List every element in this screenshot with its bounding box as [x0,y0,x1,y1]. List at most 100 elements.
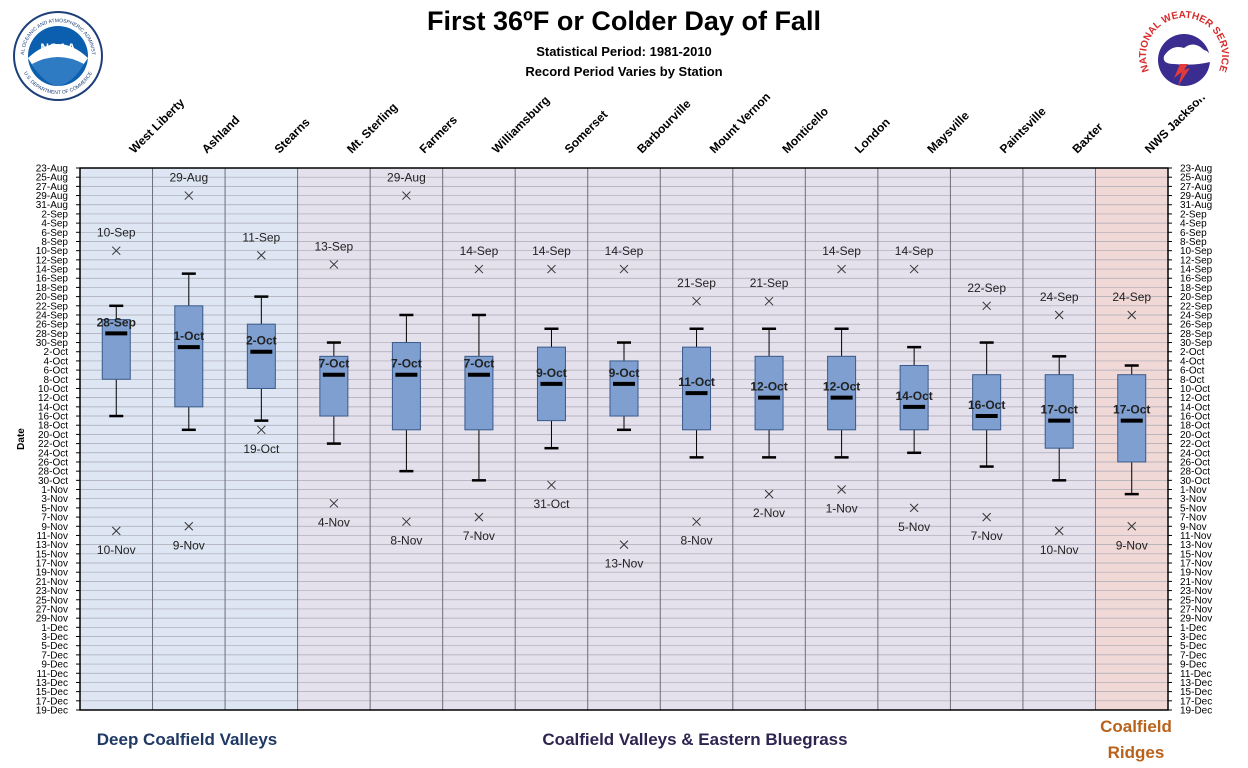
y-tick-label-left: 3-Nov [41,494,68,505]
y-tick-label-left: 18-Oct [38,421,68,432]
y-tick-label-right: 31-Aug [1180,200,1212,211]
station-label-williamsburg: Williamsburg [489,93,552,156]
record-early-marker-farmers [402,191,411,200]
record-late-label-williamsburg: 7-Nov [463,529,495,543]
median-label-williamsburg: 7-Oct [464,357,495,371]
record-early-marker-maysville [909,264,919,274]
y-tick-label-right: 30-Sep [1180,338,1213,349]
record-late-marker-baxter [1054,526,1064,536]
y-tick-label-left: 3-Dec [41,632,68,643]
y-tick-label-left: 31-Aug [36,200,68,211]
y-tick-label-left: 29-Aug [36,191,68,202]
y-tick-label-right: 3-Dec [1180,632,1207,643]
y-tick-label-right: 15-Nov [1180,549,1212,560]
y-tick-label-right: 2-Sep [1180,209,1207,220]
y-tick-label-left: 2-Oct [44,347,69,358]
y-tick-label-right: 25-Aug [1180,173,1212,184]
station-label-maysville: Maysville [924,108,972,156]
y-tick-label-left: 17-Nov [36,559,68,570]
y-tick-label-right: 14-Oct [1180,402,1210,413]
y-tick-label-right: 10-Sep [1180,246,1213,257]
y-tick-label-right: 5-Nov [1180,503,1207,514]
record-late-marker-west-liberty [111,526,121,536]
y-tick-label-left: 22-Oct [38,439,68,450]
record-early-label-mount-vernon: 21-Sep [677,276,716,290]
median-label-monticello: 12-Oct [750,380,787,394]
y-tick-label-left: 20-Oct [38,430,68,441]
y-tick-label-left: 7-Dec [41,650,68,661]
y-tick-label-left: 24-Oct [38,448,68,459]
y-tick-label-right: 27-Nov [1180,604,1212,615]
y-tick-label-right: 3-Nov [1180,494,1207,505]
median-label-stearns: 2-Oct [246,334,277,348]
box-williamsburg [464,355,494,431]
median-label-maysville: 14-Oct [895,389,932,403]
y-tick-label-right: 11-Dec [1180,669,1212,680]
box-mt-sterling [319,355,349,417]
y-tick-label-left: 23-Aug [36,164,68,175]
record-late-label-london: 1-Nov [826,502,858,516]
y-axis-label: Date [16,428,27,450]
y-tick-label-right: 23-Aug [1180,164,1212,175]
record-late-label-maysville: 5-Nov [898,520,930,534]
y-tick-label-right: 24-Sep [1180,310,1213,321]
y-tick-label-right: 18-Oct [1180,421,1210,432]
noaa-logo-text: NOAA [40,41,76,55]
y-tick-label-right: 27-Aug [1180,182,1212,193]
record-late-label-stearns: 19-Oct [243,442,280,456]
y-tick-label-left: 25-Nov [36,595,68,606]
y-tick-label-left: 5-Nov [41,503,68,514]
y-tick-label-right: 13-Nov [1180,540,1212,551]
record-late-marker-williamsburg [474,512,484,522]
record-early-marker-mount-vernon [692,296,701,306]
record-early-marker-ashland [184,191,194,200]
y-tick-label-right: 22-Oct [1180,439,1210,450]
y-tick-label-left: 16-Oct [38,412,68,423]
y-tick-label-left: 14-Sep [36,265,69,276]
record-early-label-paintsville: 22-Sep [967,281,1006,295]
record-late-label-paintsville: 7-Nov [971,529,1003,543]
y-tick-label-right: 12-Oct [1180,393,1210,404]
y-tick-label-left: 20-Sep [36,292,69,303]
box-stearns [246,323,276,389]
median-label-ashland: 1-Oct [173,329,204,343]
y-tick-label-right: 26-Sep [1180,320,1213,331]
record-early-label-farmers: 29-Aug [387,171,426,185]
y-tick-label-right: 10-Oct [1180,384,1210,395]
y-tick-label-left: 10-Oct [38,384,68,395]
record-early-marker-somerset [547,264,556,274]
y-tick-label-left: 15-Dec [36,687,68,698]
y-tick-label-left: 16-Sep [36,274,69,285]
y-tick-label-right: 20-Oct [1180,430,1210,441]
y-tick-label-left: 23-Nov [36,586,68,597]
record-early-marker-barbourville [619,264,629,274]
y-tick-label-left: 4-Sep [41,219,68,230]
y-tick-label-right: 8-Oct [1180,375,1205,386]
record-early-marker-mt-sterling [329,260,339,269]
region-label-coalfield-valleys-bluegrass: Coalfield Valleys & Eastern Bluegrass [542,730,848,749]
y-tick-label-left: 28-Sep [36,329,69,340]
record-early-label-west-liberty: 10-Sep [97,226,136,240]
y-tick-label-left: 30-Oct [38,476,68,487]
record-late-marker-paintsville [982,512,992,522]
y-tick-label-right: 23-Nov [1180,586,1212,597]
record-late-marker-nws-jackson [1127,521,1137,531]
plot-frame [79,167,1169,711]
station-label-farmers: Farmers [417,113,461,157]
y-tick-label-left: 24-Sep [36,310,69,321]
y-tick-label-left: 21-Nov [36,577,68,588]
region-label-coalfield-ridges-line1: Coalfield [1100,717,1172,736]
record-late-label-barbourville: 13-Nov [605,557,644,571]
station-label-monticello: Monticello [779,104,831,156]
y-tick-label-left: 4-Oct [44,356,69,367]
noaa-logo: NOAA NATIONAL OCEANIC AND ATMOSPHERIC AD… [12,10,103,101]
y-tick-label-right: 29-Nov [1180,614,1212,625]
y-tick-label-left: 28-Oct [38,467,68,478]
box-barbourville [609,360,639,417]
y-tick-label-right: 2-Oct [1180,347,1205,358]
y-tick-label-left: 26-Sep [36,320,69,331]
record-early-label-williamsburg: 14-Sep [460,244,499,258]
record-late-marker-london [837,485,846,494]
median-label-mount-vernon: 11-Oct [678,375,715,389]
